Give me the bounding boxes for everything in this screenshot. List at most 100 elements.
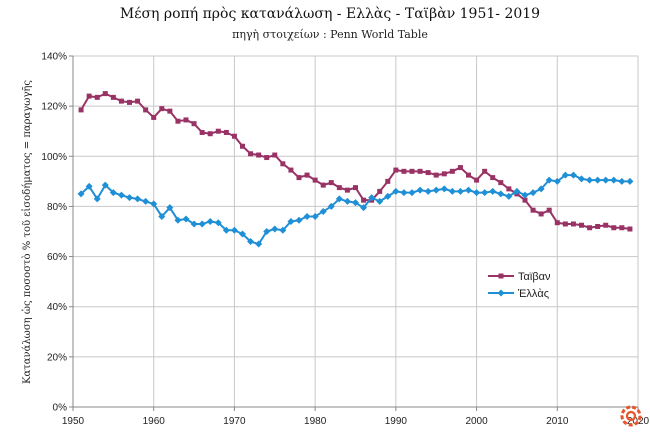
- data-point: [569, 171, 577, 179]
- data-point: [432, 186, 440, 194]
- chart-title: Μέση ροπή πρὸς κατανάλωση - Ελλὰς - Ταϊβ…: [120, 5, 540, 22]
- data-point: [393, 167, 399, 173]
- data-point: [327, 202, 335, 210]
- data-point: [86, 93, 92, 99]
- data-point: [344, 187, 350, 193]
- data-point: [78, 107, 84, 113]
- y-tick-label: 120%: [41, 102, 67, 113]
- data-point: [377, 188, 383, 194]
- data-point: [343, 197, 351, 205]
- data-point: [93, 195, 101, 203]
- legend-item: Ἑλλὰς: [488, 288, 549, 300]
- data-point: [465, 186, 472, 194]
- data-point: [199, 129, 205, 135]
- data-point: [360, 204, 368, 212]
- series-2: [77, 171, 634, 248]
- data-point: [215, 128, 221, 134]
- y-tick-label: 140%: [41, 52, 67, 63]
- data-point: [489, 187, 497, 195]
- data-point: [320, 182, 326, 188]
- data-point: [143, 107, 149, 113]
- data-point: [384, 192, 392, 200]
- data-point: [312, 177, 318, 183]
- data-point: [481, 189, 489, 197]
- data-point: [561, 171, 569, 179]
- data-point: [521, 191, 529, 199]
- data-point: [159, 106, 165, 112]
- data-point: [456, 187, 464, 195]
- data-point: [295, 216, 303, 224]
- data-point: [513, 187, 521, 195]
- legend-label: Ταϊβαν: [518, 271, 551, 283]
- data-point: [198, 220, 206, 228]
- data-point: [473, 189, 481, 197]
- data-point: [506, 186, 512, 192]
- data-point: [594, 176, 602, 184]
- data-point: [109, 189, 117, 197]
- data-point: [247, 238, 255, 246]
- data-point: [271, 225, 279, 233]
- data-point: [353, 185, 358, 191]
- data-point: [263, 228, 271, 235]
- data-point: [562, 221, 568, 227]
- y-axis-label: Κατανάλωση ὡς ποσοστὸ % τοῦ εἰσοδήματος …: [22, 80, 33, 384]
- data-point: [409, 168, 415, 174]
- data-point: [191, 121, 197, 127]
- data-point: [287, 217, 295, 225]
- data-point: [448, 187, 456, 195]
- data-point: [328, 180, 334, 186]
- data-point: [352, 199, 359, 207]
- y-tick-label: 80%: [47, 202, 67, 213]
- data-point: [586, 176, 594, 184]
- data-point: [101, 181, 109, 189]
- data-point: [255, 240, 263, 248]
- data-point: [230, 226, 238, 234]
- data-point: [102, 91, 108, 97]
- data-point: [627, 226, 633, 232]
- data-point: [190, 220, 198, 228]
- data-point: [206, 217, 214, 225]
- data-point: [248, 151, 254, 157]
- data-point: [304, 172, 310, 178]
- data-point: [183, 117, 189, 123]
- data-point: [77, 190, 85, 198]
- data-point: [424, 187, 432, 195]
- data-point: [272, 152, 278, 158]
- data-point: [174, 216, 182, 224]
- data-point: [288, 167, 294, 173]
- data-point: [158, 212, 166, 220]
- data-point: [530, 207, 536, 213]
- data-point: [150, 200, 158, 208]
- data-point: [400, 189, 408, 197]
- x-tick-label: 1960: [143, 416, 166, 427]
- data-point: [368, 194, 376, 202]
- data-point: [619, 225, 625, 231]
- data-point: [401, 168, 407, 174]
- data-point: [126, 194, 133, 202]
- legend-label: Ἑλλὰς: [518, 288, 549, 300]
- legend: Ταϊβαν Ἑλλὰς: [488, 271, 551, 300]
- data-point: [256, 152, 262, 158]
- x-tick-label: 2010: [546, 416, 569, 427]
- data-point: [214, 219, 222, 227]
- data-point: [529, 189, 537, 197]
- data-point: [385, 178, 391, 184]
- data-point: [498, 180, 504, 186]
- axes: [69, 55, 639, 411]
- data-point: [207, 131, 213, 137]
- x-tick-label: 1980: [304, 416, 327, 427]
- data-point: [127, 99, 132, 105]
- data-point: [175, 118, 181, 124]
- data-point: [416, 186, 424, 194]
- data-point: [110, 94, 116, 100]
- data-point: [626, 177, 634, 185]
- y-tick-label: 20%: [47, 352, 67, 363]
- legend-item: Ταϊβαν: [488, 271, 551, 283]
- x-tick-label: 1950: [62, 416, 85, 427]
- series-1: [78, 91, 633, 232]
- data-point: [134, 195, 142, 203]
- data-point: [490, 175, 496, 181]
- x-tick-label: 1970: [223, 416, 246, 427]
- data-point: [311, 212, 319, 220]
